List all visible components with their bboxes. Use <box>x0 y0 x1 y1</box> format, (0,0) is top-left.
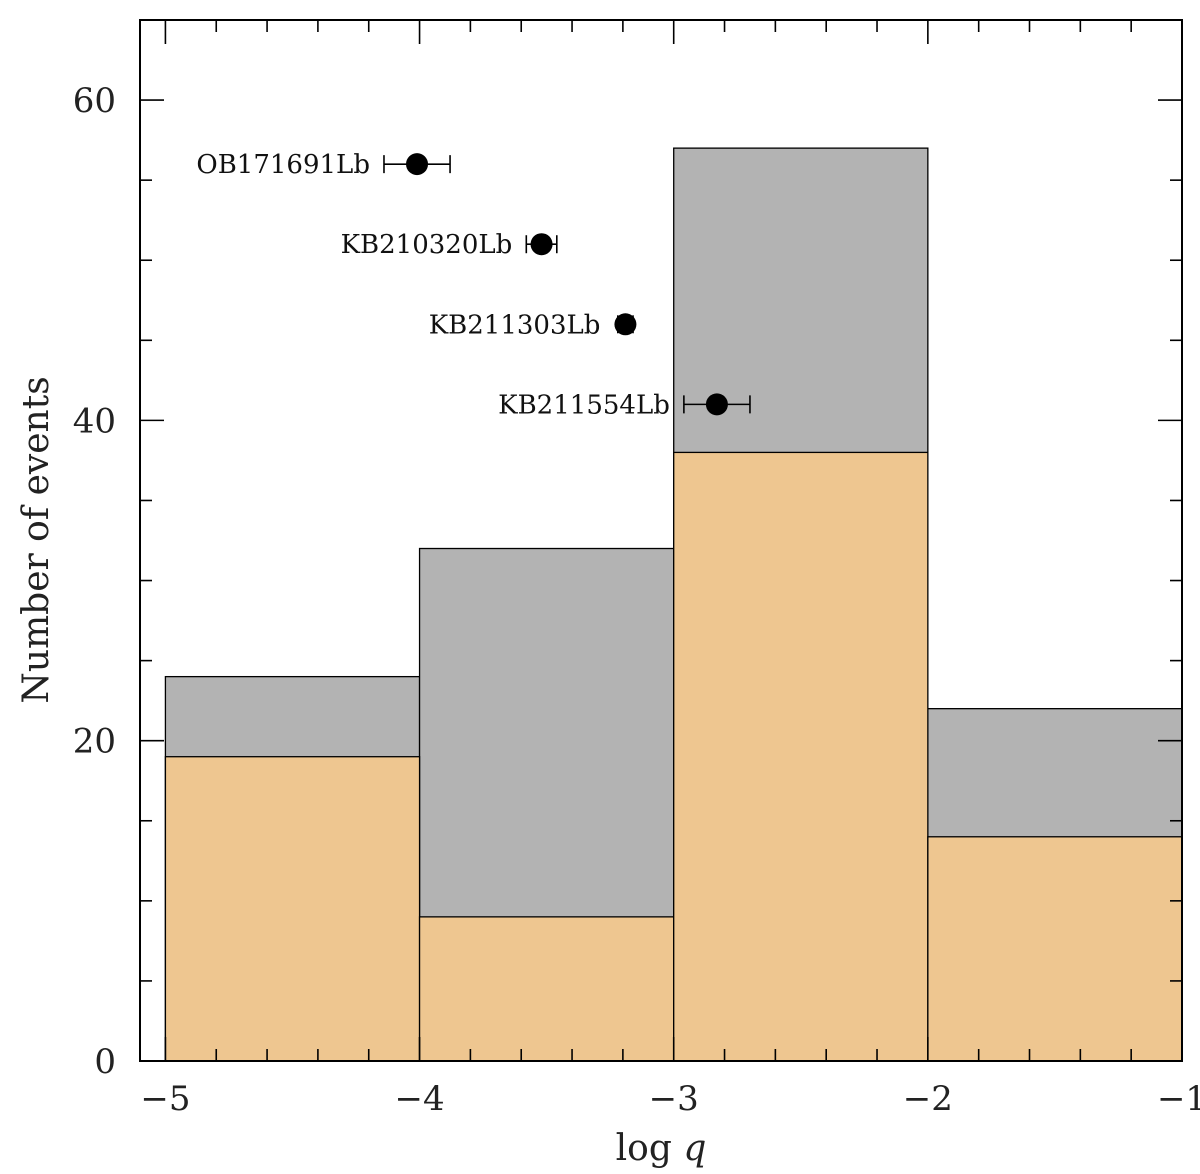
x-axis-title-text: log <box>616 1128 684 1169</box>
bar-subset-1 <box>418 916 675 1062</box>
x-axis-title: log q <box>616 1128 707 1169</box>
y-axis-title: Number of events <box>16 376 57 703</box>
point-label: KB211303Lb <box>429 310 601 340</box>
x-tick-label: −1 <box>1157 1079 1200 1119</box>
points-layer: OB171691Lb KB210320Lb KB211303Lb KB211554Lb <box>196 150 751 420</box>
x-tick-label: −4 <box>394 1079 444 1119</box>
bars-layer <box>164 147 1183 1062</box>
bar-subset-2 <box>673 451 929 1062</box>
data-point <box>705 393 728 416</box>
bar-subset-3 <box>927 836 1183 1062</box>
x-tick-label: −3 <box>649 1079 699 1119</box>
y-tick-label: 40 <box>73 401 116 441</box>
point-label: KB211554Lb <box>498 390 670 420</box>
data-point <box>614 313 637 336</box>
tick-labels-layer: −5 −4 −3 −2 −1 0 20 40 60 <box>73 81 1200 1119</box>
x-tick-label: −2 <box>903 1079 953 1119</box>
y-tick-label: 60 <box>73 81 116 121</box>
x-axis-title-variable: q <box>683 1128 706 1169</box>
data-point <box>530 233 553 256</box>
point-label: KB210320Lb <box>341 230 513 260</box>
plot-frame <box>139 19 1183 1062</box>
y-tick-label: 0 <box>94 1042 116 1082</box>
y-tick-label: 20 <box>73 722 116 762</box>
x-tick-label: −5 <box>140 1079 190 1119</box>
bar-subset-0 <box>164 756 421 1062</box>
data-point <box>406 153 429 176</box>
point-label: OB171691Lb <box>196 150 370 180</box>
